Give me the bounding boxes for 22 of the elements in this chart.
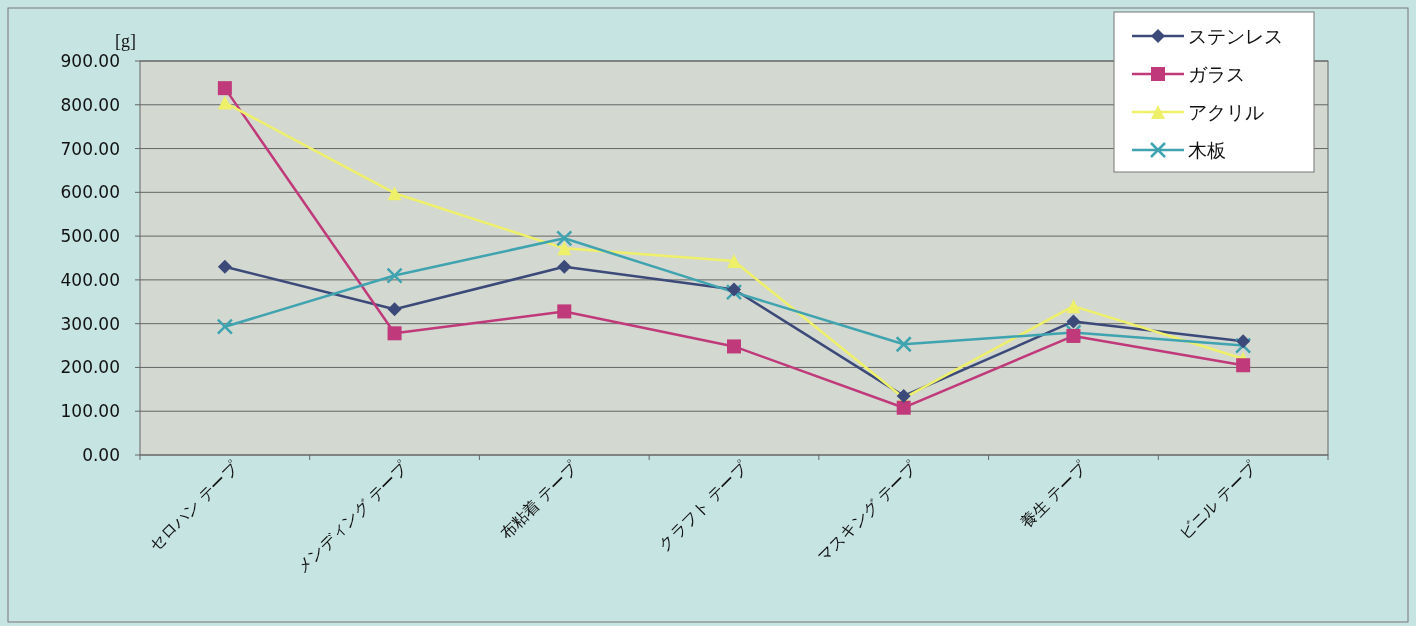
x-tick-label: マスキング テープ	[813, 457, 922, 566]
legend-label: ステンレス	[1188, 25, 1283, 47]
legend-label: 木板	[1188, 139, 1226, 161]
y-tick-label: 100.00	[60, 401, 120, 422]
x-tick-label: セロハン テープ	[145, 457, 243, 555]
x-tick-label: クラフト テープ	[654, 457, 752, 555]
y-tick-label: 400.00	[60, 269, 120, 290]
y-tick-label: 800.00	[60, 94, 120, 115]
x-tick-label: メンディング テープ	[292, 457, 413, 578]
y-tick-label: 200.00	[60, 357, 120, 378]
x-tick-label: 養生 テープ	[1016, 457, 1091, 532]
y-tick-label: 600.00	[60, 182, 120, 203]
y-tick-label: 300.00	[60, 313, 120, 334]
y-tick-label: 0.00	[82, 445, 120, 465]
y-tick-label: 700.00	[60, 138, 120, 159]
legend-label: ガラス	[1188, 63, 1245, 85]
x-tick-label: ビニル テープ	[1175, 457, 1261, 544]
x-tick-label: 布粘着 テープ	[496, 457, 582, 544]
y-tick-label: 900.00	[60, 51, 120, 71]
y-tick-label: 500.00	[60, 226, 120, 247]
y-axis-title: [g]	[115, 31, 136, 51]
legend-label: アクリル	[1188, 101, 1264, 123]
